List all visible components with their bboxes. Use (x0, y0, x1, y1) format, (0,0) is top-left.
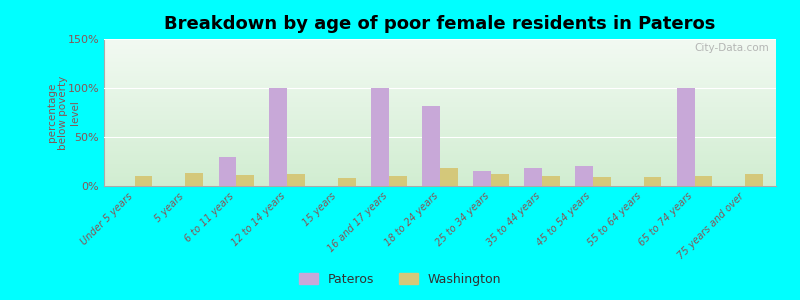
Bar (389, 176, 407, 186)
Bar (236, 175, 254, 186)
Bar (371, 88, 389, 186)
Bar (186, 173, 203, 186)
Bar (287, 174, 305, 186)
Bar (422, 106, 440, 186)
Bar (338, 178, 356, 186)
Bar (491, 174, 509, 186)
Legend: Pateros, Washington: Pateros, Washington (294, 268, 506, 291)
Bar (542, 176, 560, 186)
Bar (694, 176, 712, 186)
Bar (644, 177, 662, 186)
Bar (473, 171, 491, 186)
Bar (677, 88, 694, 186)
Bar (746, 174, 763, 186)
Bar (440, 168, 458, 186)
Bar (524, 168, 542, 186)
Bar (218, 157, 236, 186)
Bar (575, 167, 593, 186)
Title: Breakdown by age of poor female residents in Pateros: Breakdown by age of poor female resident… (164, 15, 716, 33)
Bar (134, 176, 152, 186)
Text: City-Data.com: City-Data.com (694, 44, 770, 53)
Bar (270, 88, 287, 186)
Y-axis label: percentage
below poverty
level: percentage below poverty level (46, 75, 80, 150)
Bar (593, 177, 610, 186)
